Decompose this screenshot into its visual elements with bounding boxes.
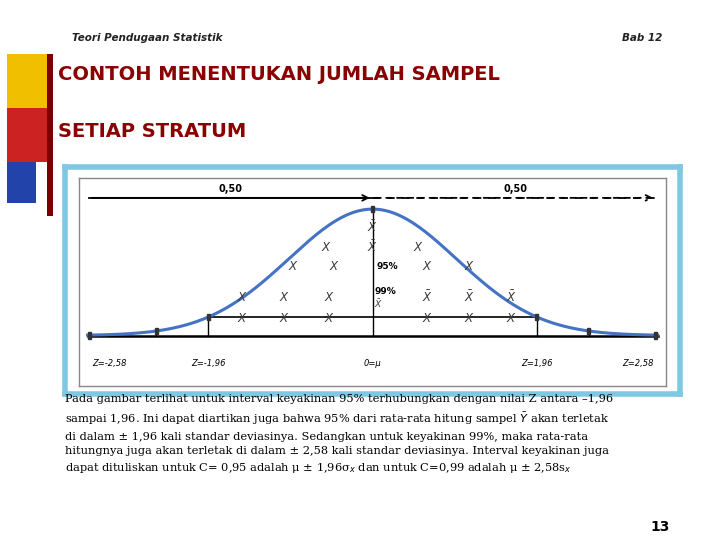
Bar (155, 328, 158, 334)
Text: 13: 13 (650, 520, 670, 534)
Text: $\bar{X}$: $\bar{X}$ (505, 290, 516, 305)
Text: Teori Pendugaan Statistik: Teori Pendugaan Statistik (72, 33, 222, 43)
Text: $X$: $X$ (287, 260, 298, 273)
Text: $\bar{X}$: $\bar{X}$ (367, 239, 378, 255)
Text: $X$: $X$ (238, 291, 248, 304)
Bar (207, 314, 210, 320)
Text: Bab 12: Bab 12 (622, 33, 662, 43)
Text: $\bar{X}$: $\bar{X}$ (374, 297, 383, 309)
Text: 99%: 99% (374, 287, 396, 296)
Bar (588, 328, 590, 334)
Text: 0,50: 0,50 (218, 184, 242, 194)
Text: $X$: $X$ (464, 260, 474, 273)
Text: $X$: $X$ (323, 312, 334, 325)
Text: $X$: $X$ (323, 291, 334, 304)
Bar (371, 206, 374, 212)
Text: $X$: $X$ (238, 312, 248, 325)
Text: CONTOH MENENTUKAN JUMLAH SAMPEL: CONTOH MENENTUKAN JUMLAH SAMPEL (58, 65, 500, 84)
Text: Z=1,96: Z=1,96 (521, 359, 553, 368)
Text: $X$: $X$ (422, 260, 433, 273)
Text: 95%: 95% (377, 262, 398, 271)
Text: $X$: $X$ (464, 312, 474, 325)
Text: Pada gambar terlihat untuk interval keyakinan 95% terhubungkan dengan nilai Z an: Pada gambar terlihat untuk interval keya… (65, 394, 613, 475)
Text: $\bar{X}$: $\bar{X}$ (422, 290, 433, 305)
Text: $X$: $X$ (505, 312, 516, 325)
Text: 0=μ: 0=μ (364, 359, 382, 368)
Text: $X$: $X$ (330, 260, 341, 273)
Text: $X$: $X$ (279, 312, 290, 325)
Text: SETIAP STRATUM: SETIAP STRATUM (58, 122, 246, 141)
Text: 0,50: 0,50 (503, 184, 527, 194)
Text: $\bar{X}$: $\bar{X}$ (464, 290, 474, 305)
Text: $X$: $X$ (321, 240, 332, 254)
Text: $\bar{X}$: $\bar{X}$ (367, 220, 378, 235)
Bar (88, 333, 91, 339)
Bar (654, 333, 657, 339)
Text: $X$: $X$ (422, 312, 433, 325)
Text: $X$: $X$ (413, 240, 424, 254)
Text: Z=-1,96: Z=-1,96 (191, 359, 225, 368)
Text: $X$: $X$ (279, 291, 290, 304)
Text: Z=2,58: Z=2,58 (622, 359, 654, 368)
Text: Z=-2,58: Z=-2,58 (91, 359, 126, 368)
Bar (536, 314, 539, 320)
